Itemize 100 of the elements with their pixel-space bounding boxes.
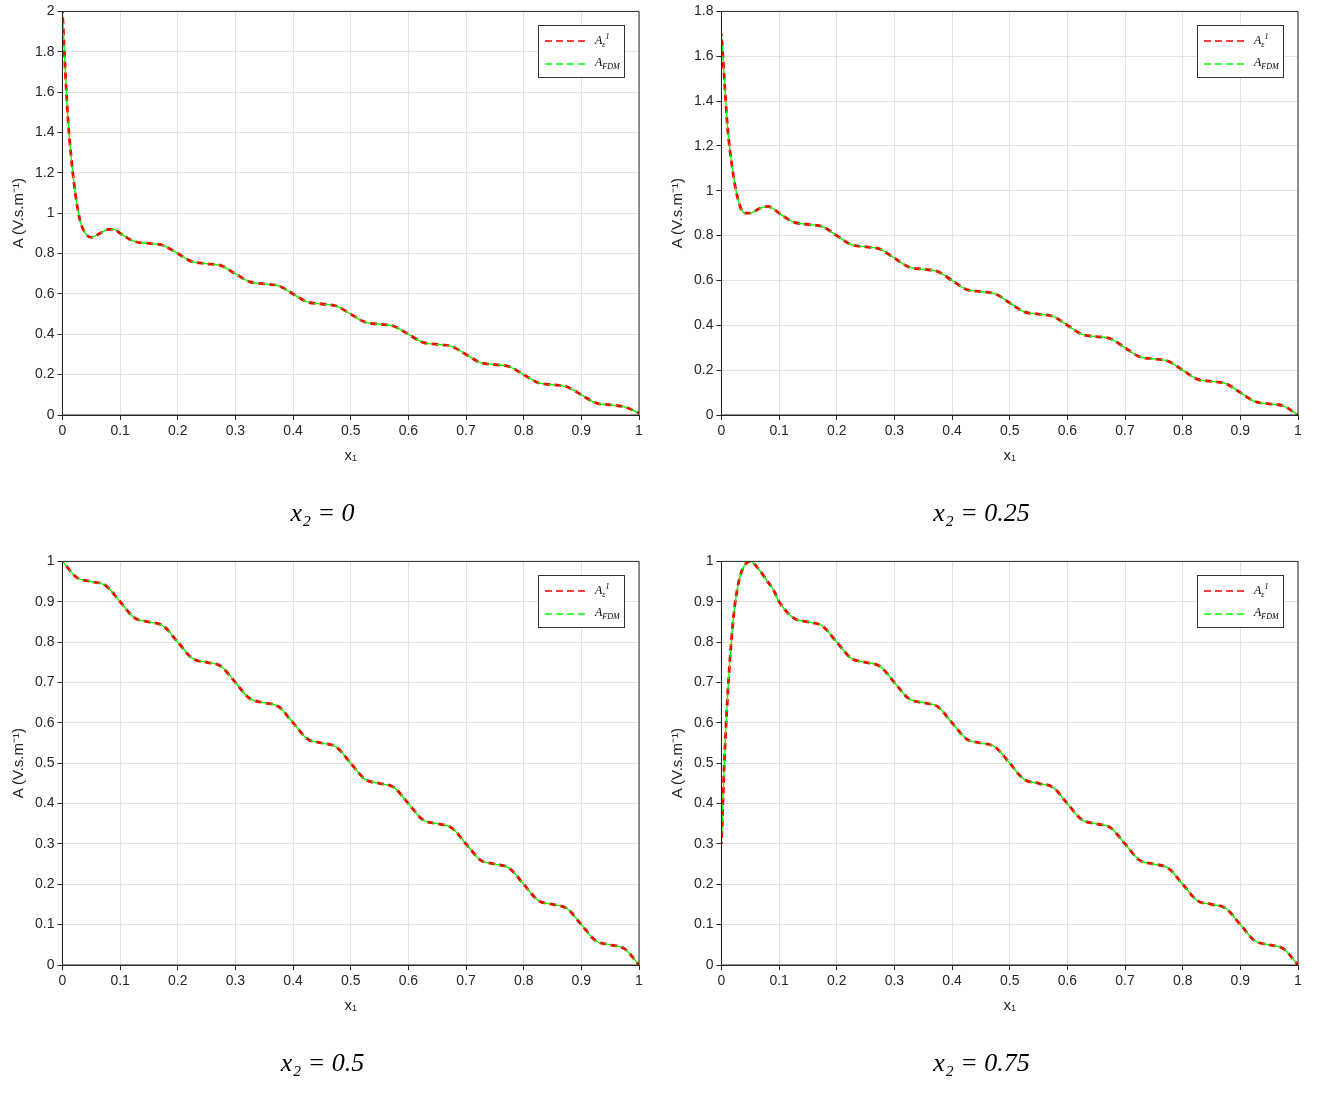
text: x₂ = 0.25	[932, 498, 1030, 528]
x-tick-label: 0.2	[827, 972, 847, 989]
x-tick-label: 0.6	[1057, 972, 1078, 989]
y-tick-label: 0.4	[34, 325, 55, 342]
y-axis-title: A (V.s.m⁻¹)	[9, 178, 27, 249]
x-tick-label: 0.7	[1115, 422, 1135, 439]
y-tick-label: 0.4	[34, 794, 55, 811]
x-tick-label: 0.6	[398, 422, 419, 439]
x-tick-label: 0.9	[571, 972, 592, 989]
x-axis-title: x₁	[1003, 995, 1017, 1013]
y-tick-label: 0.9	[34, 592, 55, 609]
y-axis-title: A (V.s.m⁻¹)	[668, 728, 686, 799]
y-axis-title: A (V.s.m⁻¹)	[668, 178, 686, 249]
x-tick-label: 0.8	[513, 422, 534, 439]
y-tick-label: 1.8	[34, 42, 55, 59]
y-tick-label: 2	[46, 2, 55, 19]
y-tick-label: 0.6	[693, 713, 714, 730]
y-tick-label: 0.8	[693, 632, 714, 649]
legend-label: A$_{FDM}$	[1254, 603, 1279, 624]
x-tick-label: 0.5	[1000, 972, 1020, 989]
x-tick-label: 0	[717, 422, 726, 439]
x-tick-label: 0.4	[283, 422, 304, 439]
y-tick-label: 0.2	[34, 365, 55, 382]
x-tick-label: 0.4	[942, 422, 963, 439]
x-tick-label: 0.4	[283, 972, 304, 989]
y-tick-label: 0.4	[693, 794, 714, 811]
x-tick-label: 1	[635, 972, 644, 989]
x-axis-title: x₁	[344, 445, 358, 463]
x-tick-label: 0.7	[1115, 972, 1135, 989]
y-tick-label: 0.6	[693, 271, 714, 288]
x-tick-label: 0.5	[1000, 422, 1020, 439]
y-tick-label: 0.8	[34, 244, 55, 261]
x-tick-label: 0.2	[168, 972, 188, 989]
y-tick-label: 0.6	[34, 713, 55, 730]
y-tick-label: 0.6	[34, 284, 55, 301]
y-tick-label: 0.7	[34, 673, 55, 690]
x-tick-label: 0.6	[1057, 422, 1078, 439]
text: x₂ = 0.5	[279, 1048, 365, 1078]
x-tick-label: 0	[58, 422, 67, 439]
y-tick-label: 0.5	[34, 754, 55, 771]
x-tick-label: 0.8	[1172, 422, 1193, 439]
y-tick-label: 1.6	[34, 82, 55, 99]
y-tick-label: 1.2	[34, 163, 55, 180]
y-tick-label: 1.8	[693, 2, 714, 19]
y-tick-label: 0.9	[693, 592, 714, 609]
x-tick-label: 0.8	[513, 972, 534, 989]
y-tick-label: 0.2	[693, 361, 714, 378]
x-tick-label: 0.3	[225, 972, 246, 989]
y-tick-label: 0	[705, 405, 714, 422]
y-tick-label: 0.8	[693, 226, 714, 243]
x-tick-label: 0.2	[827, 422, 847, 439]
y-tick-label: 1	[46, 552, 55, 569]
y-tick-label: 0	[46, 955, 55, 972]
y-tick-label: 0.4	[693, 316, 714, 333]
x-tick-label: 0.9	[571, 422, 592, 439]
y-tick-label: 0.3	[693, 834, 714, 851]
x-tick-label: 0.5	[341, 972, 361, 989]
x-tick-label: 0.9	[1230, 422, 1251, 439]
x-tick-label: 0.8	[1172, 972, 1193, 989]
y-tick-label: 1.4	[693, 91, 714, 108]
x-tick-label: 0.6	[398, 972, 419, 989]
x-tick-label: 0.1	[110, 972, 131, 989]
x-tick-label: 0.4	[942, 972, 963, 989]
x-tick-label: 1	[1294, 972, 1303, 989]
y-tick-label: 0.5	[693, 754, 714, 771]
x-tick-label: 0.1	[769, 972, 790, 989]
legend-label: A$_{FDM}$	[1254, 53, 1279, 74]
x-tick-label: 0.1	[769, 422, 790, 439]
x-axis-title: x₁	[344, 995, 358, 1013]
y-tick-label: 0.1	[34, 915, 55, 932]
y-tick-label: 0	[46, 405, 55, 422]
y-tick-label: 0.1	[693, 915, 714, 932]
x-tick-label: 0.1	[110, 422, 131, 439]
x-tick-label: 0.9	[1230, 972, 1251, 989]
x-tick-label: 0	[58, 972, 67, 989]
x-tick-label: 0.7	[456, 972, 476, 989]
y-tick-label: 1.6	[693, 47, 714, 64]
y-tick-label: 1	[705, 552, 714, 569]
y-tick-label: 0	[705, 955, 714, 972]
x-axis-title: x₁	[1003, 445, 1017, 463]
y-tick-label: 1.2	[693, 136, 714, 153]
x-tick-label: 0.2	[168, 422, 188, 439]
x-tick-label: 0	[717, 972, 726, 989]
x-tick-label: 1	[1294, 422, 1303, 439]
y-tick-label: 0.8	[34, 632, 55, 649]
legend-label: A$_{FDM}$	[595, 603, 620, 624]
x-tick-label: 0.3	[884, 422, 905, 439]
y-tick-label: 0.2	[693, 875, 714, 892]
text: x₂ = 0.75	[932, 1048, 1030, 1078]
x-tick-label: 0.7	[456, 422, 476, 439]
text: x₂ = 0	[289, 498, 355, 528]
x-tick-label: 0.3	[225, 422, 246, 439]
x-tick-label: 0.3	[884, 972, 905, 989]
x-tick-label: 1	[635, 422, 644, 439]
y-tick-label: 1	[705, 181, 714, 198]
y-tick-label: 0.3	[34, 834, 55, 851]
y-tick-label: 1	[46, 204, 55, 221]
y-tick-label: 1.4	[34, 123, 55, 140]
legend-label: A$_{FDM}$	[595, 53, 620, 74]
y-tick-label: 0.2	[34, 875, 55, 892]
